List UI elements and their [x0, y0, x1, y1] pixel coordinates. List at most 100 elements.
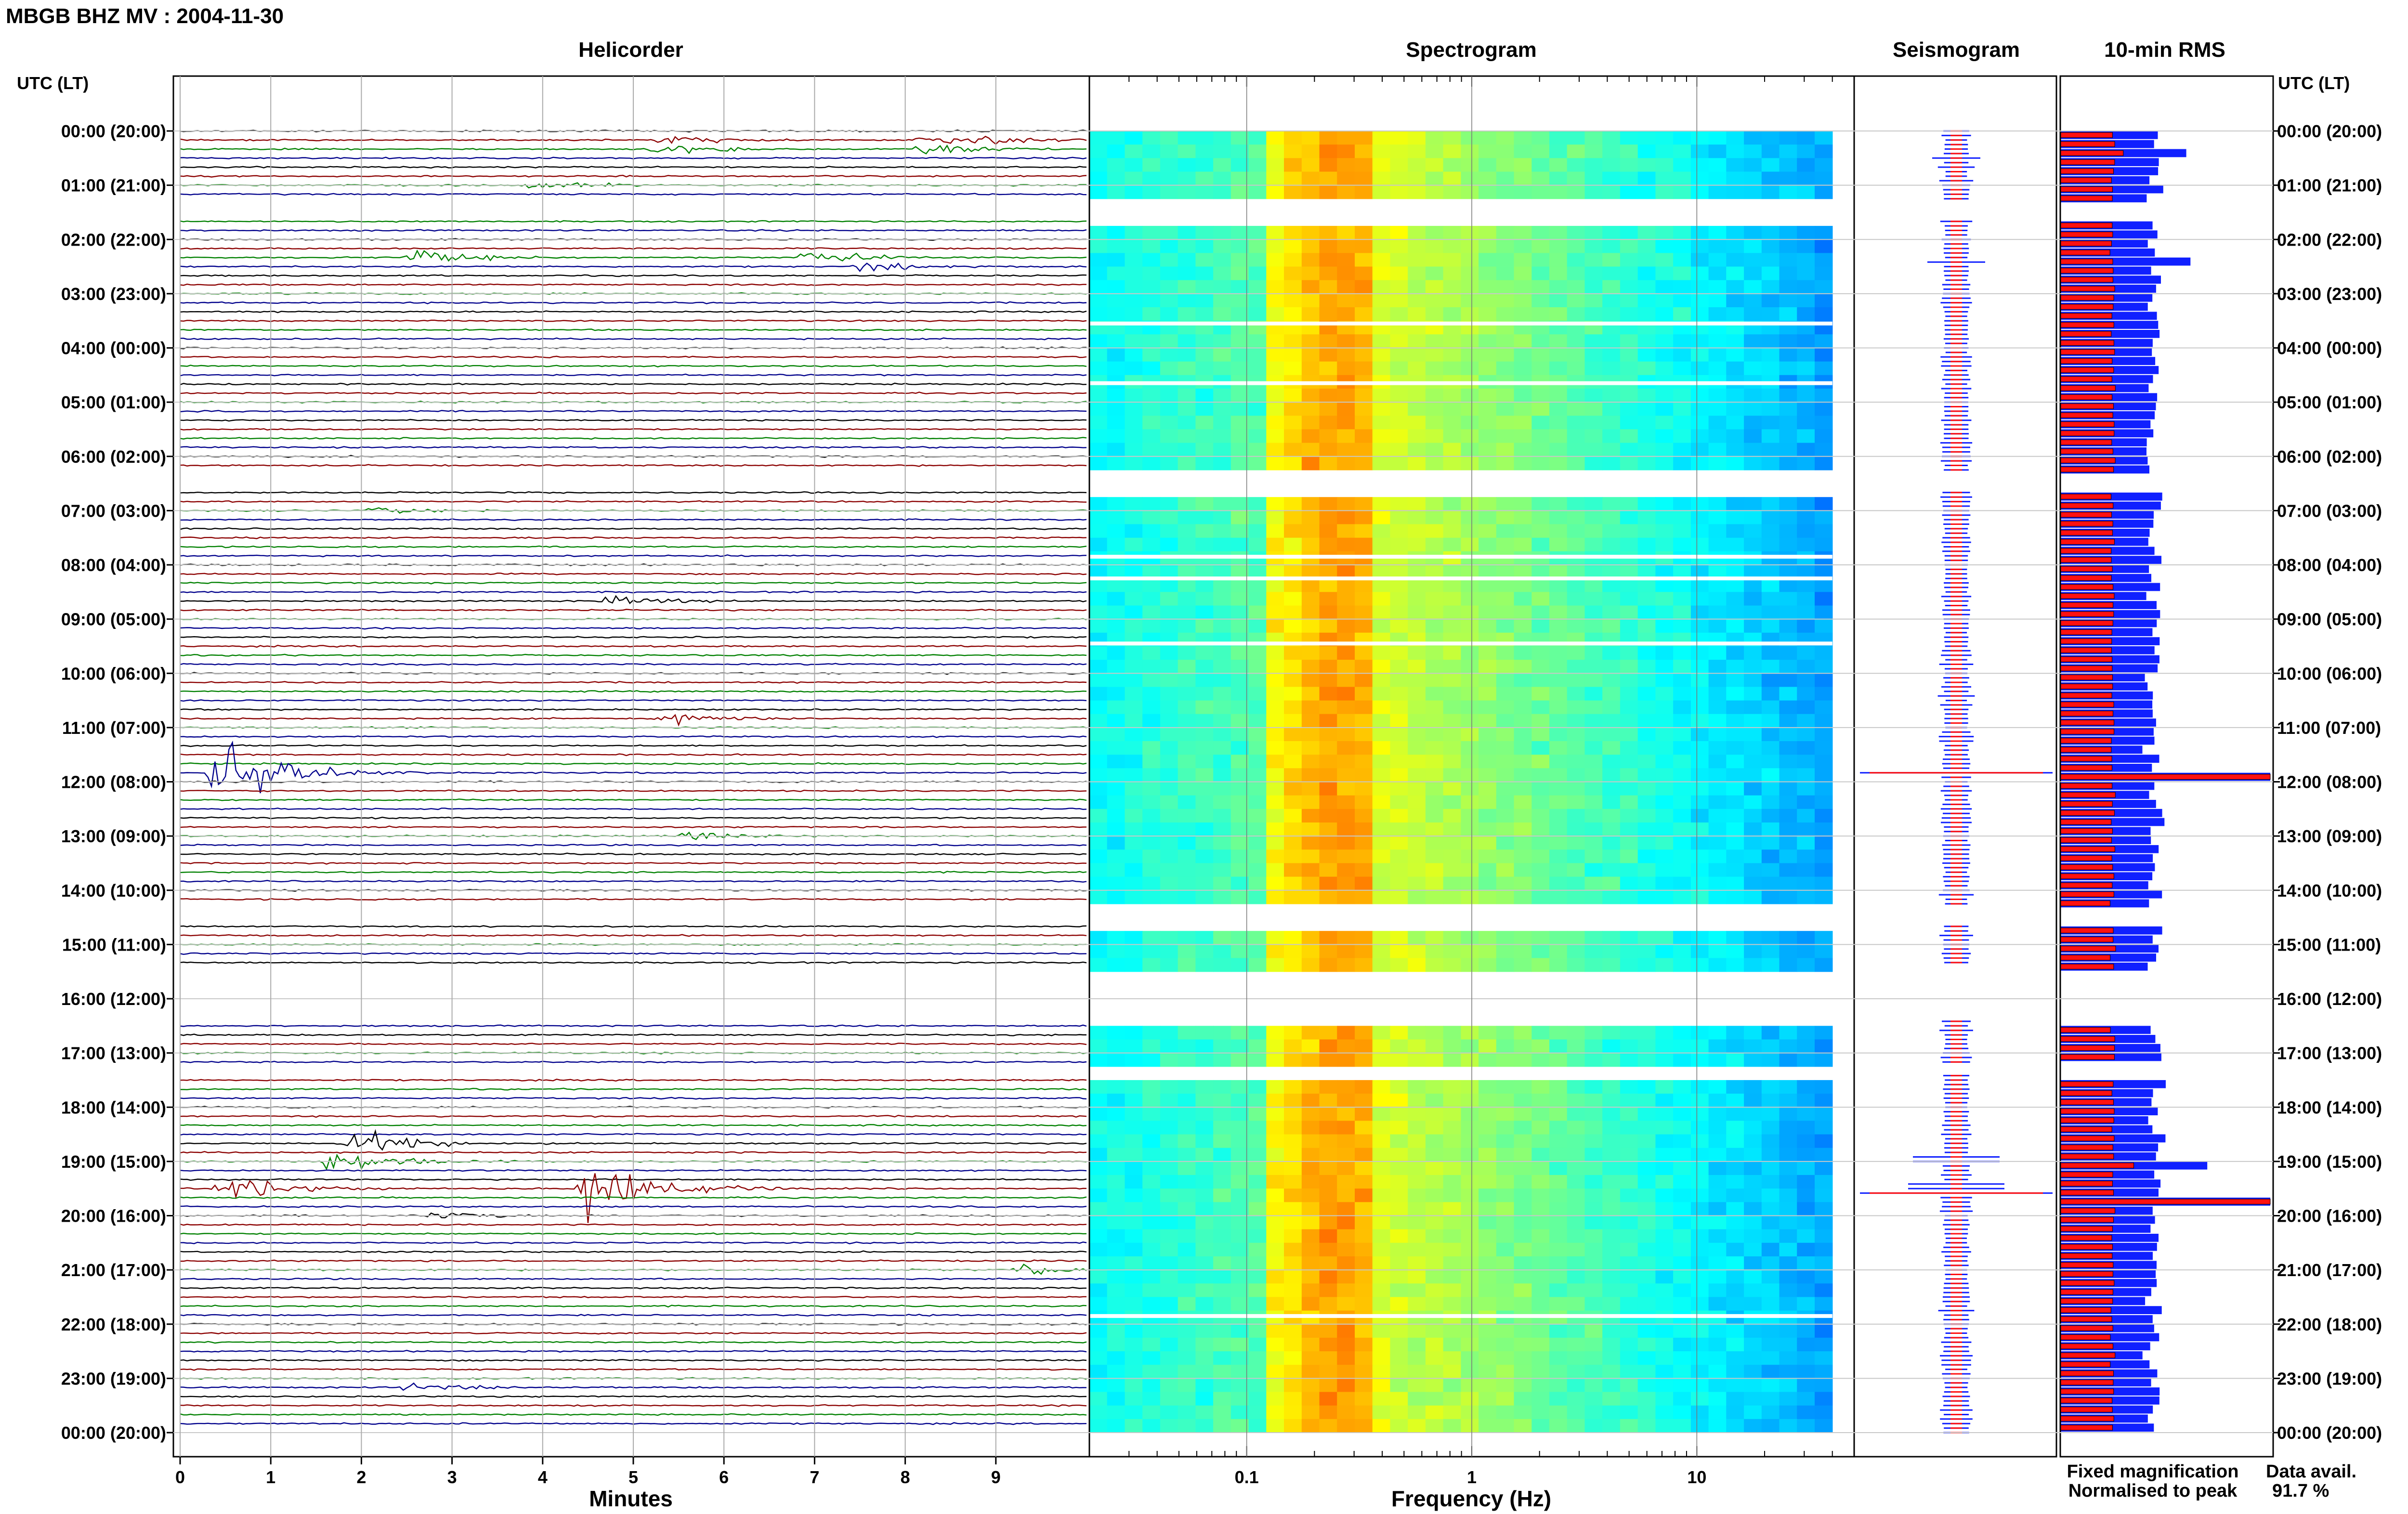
spectrogram-cell [1089, 890, 1108, 904]
spectrogram-cell [1461, 782, 1479, 796]
spectrogram-cell [1089, 334, 1108, 349]
spectrogram-cell [1584, 822, 1603, 836]
spectrogram-cell [1443, 1121, 1462, 1135]
spectrogram-cell [1637, 727, 1656, 742]
spectrogram-cell [1408, 389, 1426, 403]
spectrogram-cell [1319, 1378, 1337, 1393]
spectrogram-cell [1461, 944, 1479, 959]
spectrogram-cell [1390, 592, 1408, 606]
spectrogram-cell [1372, 1188, 1391, 1202]
spectrogram-cell [1602, 1405, 1621, 1420]
spectrogram-cell [1584, 849, 1603, 864]
spectrogram-cell [1425, 809, 1444, 823]
spectrogram-cell [1496, 171, 1515, 186]
spectrogram-cell [1160, 348, 1178, 362]
spectrogram-cell [1637, 266, 1656, 281]
spectrogram-cell [1213, 1039, 1231, 1054]
spectrogram-cell [1301, 497, 1320, 511]
spectrogram-cell [1142, 1094, 1161, 1108]
rms-normalised-bar [2060, 647, 2112, 653]
rms-normalised-bar [2060, 1208, 2116, 1214]
spectrogram-cell [1673, 144, 1691, 158]
spectrogram-cell [1337, 456, 1355, 470]
rms-normalised-bar [2060, 1307, 2111, 1313]
spectrogram-cell [1549, 1094, 1568, 1108]
spectrogram-cell [1284, 1365, 1302, 1379]
spectrogram-cell [1744, 1039, 1762, 1054]
spectrogram-cell [1142, 876, 1161, 891]
spectrogram-cell [1514, 239, 1532, 254]
spectrogram-cell [1319, 768, 1337, 783]
spectrogram-cell [1726, 809, 1744, 823]
spectrogram-cell [1797, 931, 1815, 945]
spectrogram-cell [1355, 1324, 1373, 1338]
spectrogram-cell [1178, 1107, 1196, 1122]
spectrogram-cell [1425, 1202, 1444, 1216]
spectrogram-cell [1531, 836, 1550, 850]
spectrogram-cell [1531, 565, 1550, 579]
spectrogram-cell [1744, 171, 1762, 186]
spectrogram-cell [1797, 1053, 1815, 1067]
spectrogram-cell [1337, 429, 1355, 444]
spectrogram-cell [1390, 578, 1408, 592]
spectrogram-cell [1408, 185, 1426, 199]
spectrogram-cell [1107, 741, 1125, 755]
spectrogram-cell [1248, 443, 1267, 457]
spectrogram-cell [1178, 1134, 1196, 1149]
spectrogram-cell [1602, 1175, 1621, 1189]
spectrogram-cell [1337, 605, 1355, 620]
spectrogram-cell [1301, 1175, 1320, 1189]
spectrogram-cell [1160, 1094, 1178, 1108]
spectrogram-cell [1178, 266, 1196, 281]
spectrogram-cell [1408, 361, 1426, 376]
spectrogram-cell [1514, 1297, 1532, 1311]
spectrogram-cell [1337, 822, 1355, 836]
spectrogram-cell [1461, 280, 1479, 294]
spectrogram-cell [1779, 700, 1797, 715]
spectrogram-cell [1531, 524, 1550, 538]
spectrogram-cell [1160, 402, 1178, 416]
spectrogram-cell [1690, 1283, 1709, 1298]
spectrogram-cell [1708, 1229, 1727, 1243]
hour-label-left: 19:00 (15:00) [61, 1152, 166, 1172]
spectrogram-cell [1230, 1039, 1249, 1054]
spectrogram-cell [1531, 755, 1550, 769]
spectrogram-cell [1761, 714, 1780, 728]
spectrogram-cell [1319, 1270, 1337, 1284]
spectrogram-cell [1443, 1175, 1462, 1189]
spectrogram-cell [1195, 348, 1214, 362]
spectrogram-cell [1337, 307, 1355, 321]
spectrogram-cell [1425, 822, 1444, 836]
spectrogram-cell [1779, 660, 1797, 674]
spectrogram-cell [1372, 1297, 1391, 1311]
spectrogram-cell [1301, 1134, 1320, 1149]
spectrogram-cell [1673, 1256, 1691, 1270]
spectrogram-cell [1284, 741, 1302, 755]
spectrogram-cell [1337, 660, 1355, 674]
spectrogram-cell [1178, 429, 1196, 444]
spectrogram-cell [1213, 280, 1231, 294]
spectrogram-cell [1744, 1188, 1762, 1202]
rms-normalised-bar [2060, 195, 2113, 201]
spectrogram-cell [1479, 605, 1497, 620]
spectrogram-cell [1301, 1378, 1320, 1393]
rms-normalised-bar [2060, 964, 2114, 970]
spectrogram-cell [1602, 1215, 1621, 1230]
spectrogram-cell [1567, 144, 1585, 158]
spectrogram-cell [1797, 1337, 1815, 1352]
spectrogram-cell [1567, 456, 1585, 470]
spectrogram-cell [1284, 293, 1302, 308]
spectrogram-cell [1301, 890, 1320, 904]
spectrogram-cell [1160, 226, 1178, 240]
spectrogram-cell [1213, 727, 1231, 742]
spectrogram-cell [1815, 1256, 1833, 1270]
spectrogram-cell [1549, 171, 1568, 186]
spectrogram-cell [1355, 537, 1373, 552]
spectrogram-cell [1125, 578, 1143, 592]
spectrogram-cell [1655, 1283, 1674, 1298]
spectrogram-cell [1107, 578, 1125, 592]
spectrogram-cell [1443, 226, 1462, 240]
spectrogram-cell [1479, 334, 1497, 349]
spectrogram-cell [1266, 863, 1284, 877]
